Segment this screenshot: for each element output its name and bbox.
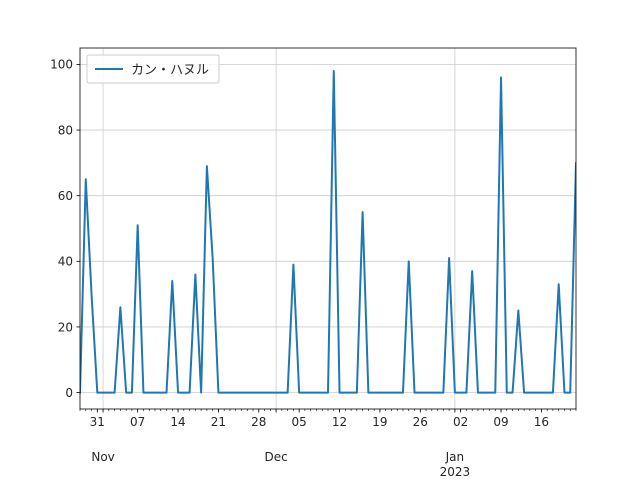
y-tick-label: 40 [58,255,73,269]
x-tick-label: 12 [332,415,347,429]
x-tick-label: 14 [170,415,185,429]
y-axis: 0 20 40 60 80 100 [50,58,80,400]
y-tick-label: 80 [58,123,73,137]
x-tick-label: 28 [251,415,266,429]
x-tick-label: 26 [413,415,428,429]
x-period-label: 2023 [440,465,471,479]
x-tick-label: 07 [130,415,145,429]
x-tick-label: 31 [90,415,105,429]
legend-box [86,54,220,84]
x-tick-label: 19 [372,415,387,429]
x-tick-label: 21 [211,415,226,429]
legend: カン・ハヌル [86,54,220,84]
x-tick-label: 16 [534,415,549,429]
x-period-label: Dec [264,450,287,464]
series-line-0 [80,69,576,394]
y-tick-label: 0 [65,386,73,400]
y-tick-label: 100 [50,58,73,72]
x-tick-label: 02 [453,415,468,429]
x-period-label: Nov [91,450,114,464]
y-tick-label: 60 [58,189,73,203]
x-period-label: Jan [445,450,465,464]
x-tick-label: 09 [493,415,508,429]
y-tick-label: 20 [58,320,73,334]
series-layer [80,69,576,394]
legend-label: カン・ハヌル [131,63,209,78]
x-tick-label: 05 [292,415,307,429]
